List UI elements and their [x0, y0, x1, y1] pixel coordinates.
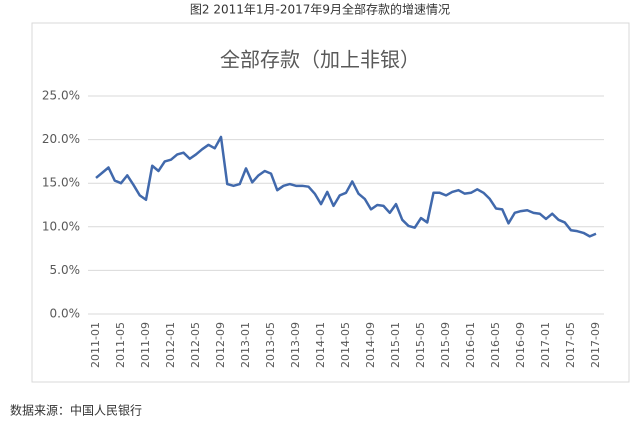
x-tick-label: 2017-09 [589, 322, 602, 368]
x-tick-label: 2016-01 [464, 322, 477, 368]
x-tick-label: 2012-05 [189, 322, 202, 368]
x-tick-label: 2016-05 [489, 322, 502, 368]
y-tick-label: 0.0% [50, 307, 81, 321]
y-tick-label: 15.0% [42, 176, 80, 190]
source-note: 数据来源：中国人民银行 [10, 403, 142, 418]
x-tick-label: 2011-05 [114, 322, 127, 368]
x-tick-label: 2017-05 [564, 322, 577, 368]
data-line [95, 135, 597, 238]
x-tick-label: 2015-09 [439, 322, 452, 368]
y-tick-label: 10.0% [42, 219, 80, 233]
x-tick-label: 2012-09 [214, 322, 227, 368]
x-tick-label: 2013-05 [264, 322, 277, 368]
x-tick-label: 2011-01 [89, 322, 102, 368]
x-tick-label: 2016-09 [514, 322, 527, 368]
chart-frame [31, 22, 630, 383]
x-tick-label: 2012-01 [164, 322, 177, 368]
x-tick-label: 2015-01 [389, 322, 402, 368]
x-tick-label: 2015-05 [414, 322, 427, 368]
x-tick-label: 2017-01 [539, 322, 552, 368]
x-tick-label: 2014-09 [364, 322, 377, 368]
x-tick-label: 2014-05 [339, 322, 352, 368]
caption: 图2 2011年1月-2017年9月全部存款的增速情况 [190, 2, 450, 17]
y-tick-label: 25.0% [42, 89, 80, 103]
x-tick-label: 2011-09 [139, 322, 152, 368]
chart-title: 全部存款（加上非银） [220, 48, 420, 72]
y-tick-label: 20.0% [42, 132, 80, 146]
x-tick-label: 2014-01 [314, 322, 327, 368]
x-tick-label: 2013-09 [289, 322, 302, 368]
y-tick-label: 5.0% [50, 263, 81, 277]
x-tick-label: 2013-01 [239, 322, 252, 368]
